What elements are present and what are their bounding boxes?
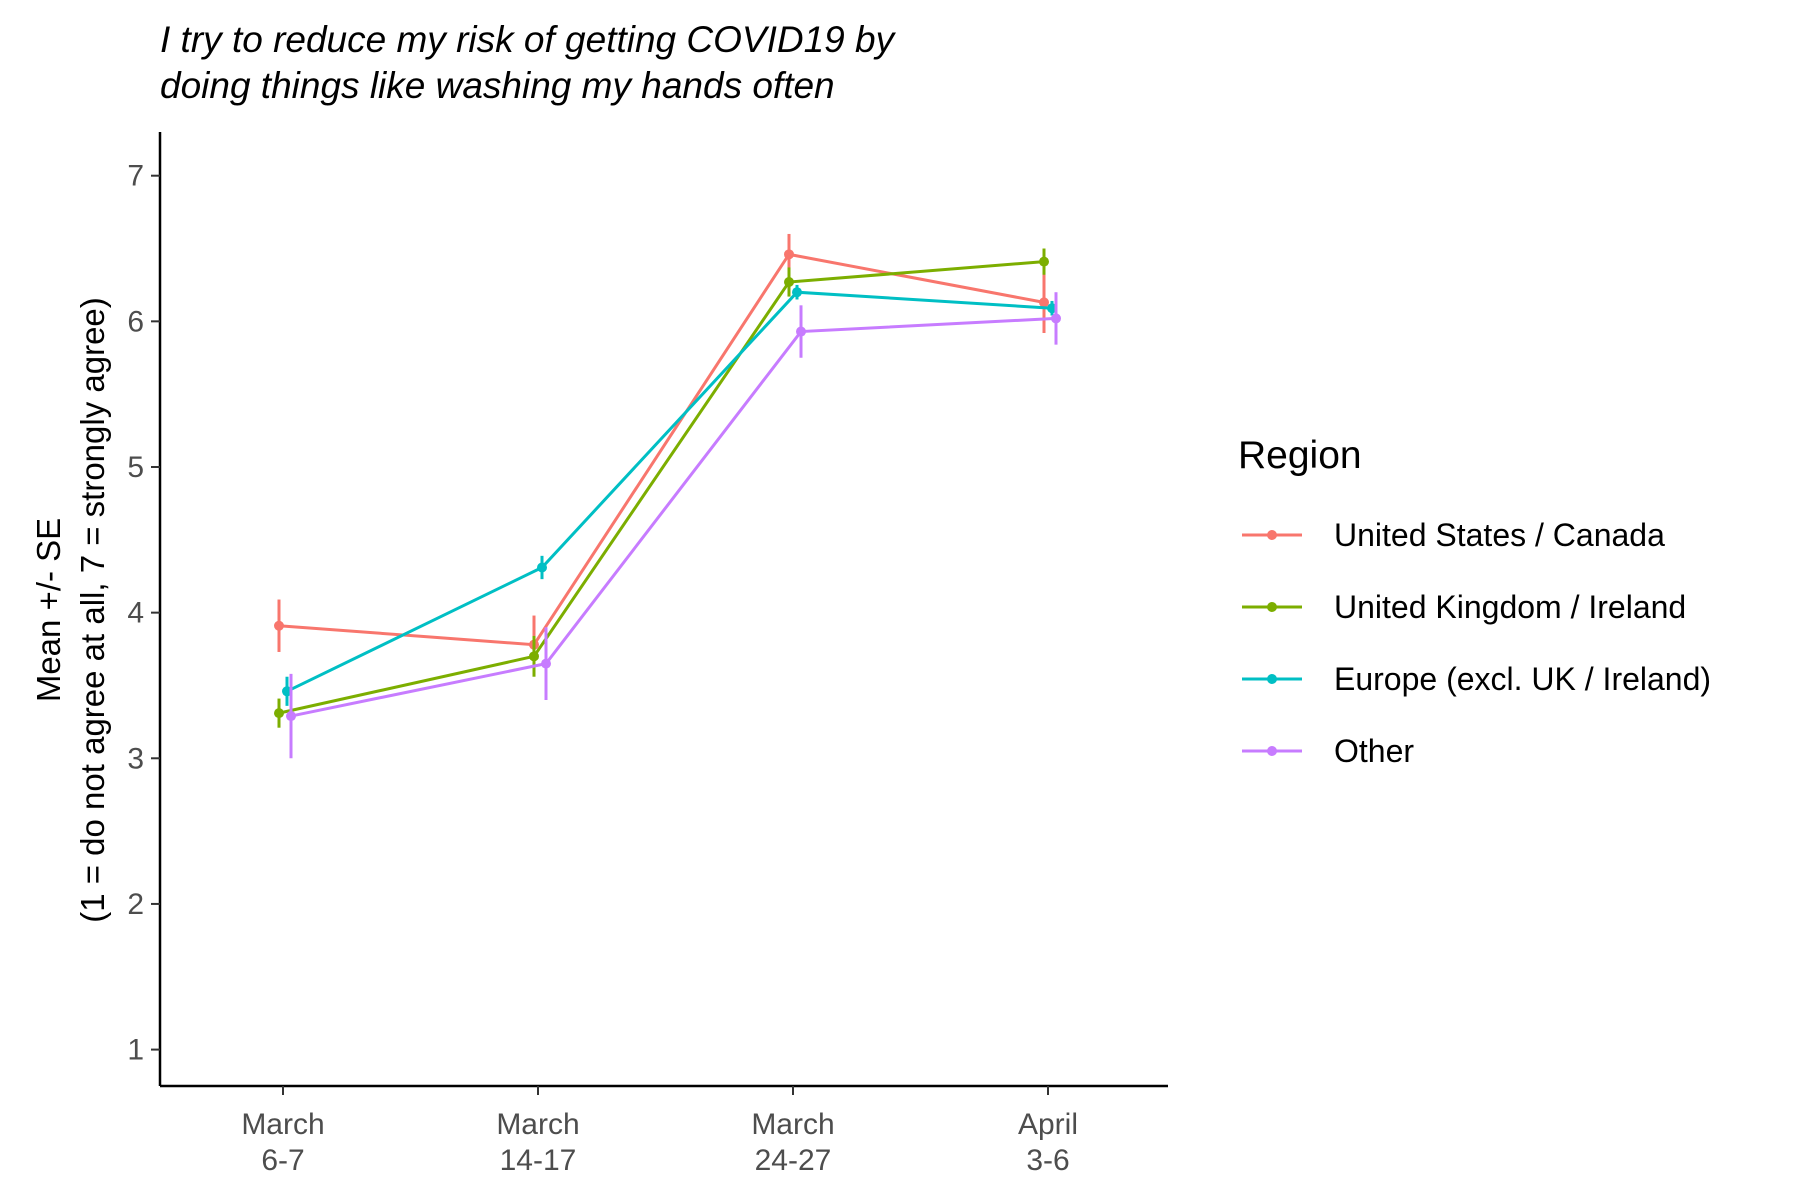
y-tick-label: 6 <box>127 305 144 338</box>
series-0 <box>274 233 1049 674</box>
legend: Region United States / Canada United Kingd… <box>1238 434 1711 769</box>
series-1 <box>274 248 1049 728</box>
y-tick-label: 5 <box>127 451 144 484</box>
legend-item: Europe (excl. UK / Ireland) <box>1242 661 1711 697</box>
series-line <box>286 290 1053 693</box>
data-point <box>1039 256 1049 267</box>
x-tick-label-line-1: April <box>1018 1108 1078 1141</box>
series-line <box>278 252 1045 647</box>
x-tick-label-line-2: 14-17 <box>500 1144 577 1177</box>
data-point <box>792 287 802 298</box>
series-2 <box>282 284 1057 706</box>
y-tick-label: 2 <box>127 888 144 921</box>
y-axis-title-line-2: (1 = do not agree at all, 7 = strongly a… <box>74 297 111 923</box>
x-tick-label-line-1: March <box>241 1108 324 1141</box>
data-point <box>796 326 806 337</box>
data-point <box>274 620 284 631</box>
legend-label: United States / Canada <box>1334 517 1665 553</box>
data-point <box>784 277 794 288</box>
legend-label: Other <box>1334 733 1414 769</box>
y-tick-label: 7 <box>127 160 144 193</box>
legend-key-point <box>1267 602 1277 612</box>
legend-key-point <box>1267 746 1277 756</box>
chart-title-line-2: doing things like washing my hands often <box>160 65 835 106</box>
y-axis-title-line-1: Mean +/- SE <box>30 518 67 702</box>
data-point <box>1039 297 1049 308</box>
legend-item: United Kingdom / Ireland <box>1242 589 1686 625</box>
x-tick-label-line-2: 3-6 <box>1026 1144 1069 1177</box>
y-tick-label: 4 <box>127 597 144 630</box>
chart-title: I try to reduce my risk of getting COVID… <box>160 19 897 106</box>
x-tick-label-line-1: March <box>496 1108 579 1141</box>
chart-title-line-1: I try to reduce my risk of getting COVID… <box>160 19 897 60</box>
x-tick-label-line-1: March <box>751 1108 834 1141</box>
series-line <box>290 316 1057 718</box>
data-point <box>286 711 296 722</box>
legend-key-point <box>1267 530 1277 540</box>
y-tick-label: 1 <box>127 1034 144 1067</box>
data-point <box>537 562 547 573</box>
x-tick-label-line-2: 24-27 <box>755 1144 832 1177</box>
data-point <box>784 249 794 260</box>
series-3 <box>286 292 1061 759</box>
data-point <box>541 658 551 669</box>
legend-key-point <box>1267 674 1277 684</box>
legend-title: Region <box>1238 434 1362 477</box>
x-tick-label-line-2: 6-7 <box>261 1144 304 1177</box>
plot-area: 1234567March6-7March14-17March24-27April… <box>127 132 1168 1177</box>
data-point <box>529 651 539 662</box>
y-tick-label: 3 <box>127 742 144 775</box>
series-line <box>278 260 1045 715</box>
legend-item: Other <box>1242 733 1414 769</box>
data-point <box>1051 313 1061 324</box>
legend-label: United Kingdom / Ireland <box>1334 589 1686 625</box>
legend-label: Europe (excl. UK / Ireland) <box>1334 661 1711 697</box>
data-point <box>274 708 284 719</box>
legend-item: United States / Canada <box>1242 517 1665 553</box>
y-axis-title: Mean +/- SE (1 = do not agree at all, 7 … <box>30 297 111 923</box>
